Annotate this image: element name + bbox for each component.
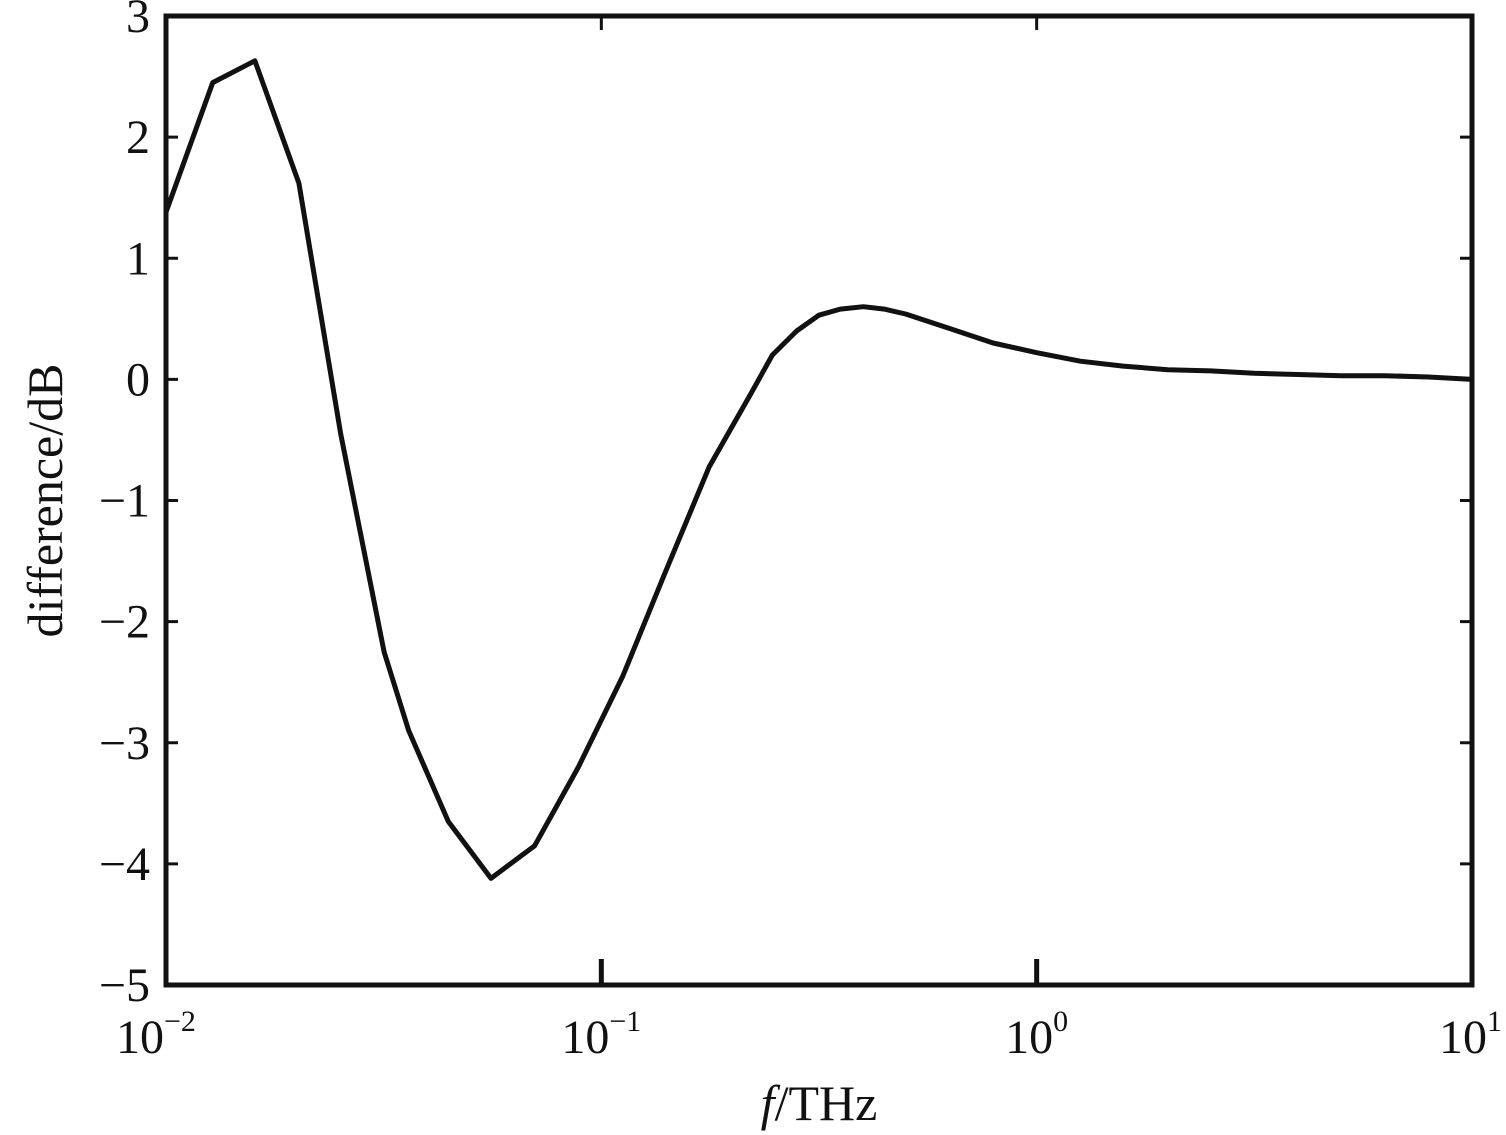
y-tick-label: −3 bbox=[99, 717, 150, 770]
series-group bbox=[163, 58, 1475, 881]
x-tick-label: 101 bbox=[1439, 1005, 1502, 1064]
x-axis-label: f/THz bbox=[761, 1075, 878, 1131]
axis-ticks bbox=[163, 14, 1475, 987]
x-tick-labels: 10−2 10−1 100 101 bbox=[116, 1005, 1502, 1064]
y-tick-label: −5 bbox=[99, 959, 150, 1012]
y-tick-label: 2 bbox=[126, 111, 150, 164]
x-tick-label: 10−1 bbox=[561, 1005, 641, 1064]
y-tick-label: 0 bbox=[126, 353, 150, 406]
plot-frame bbox=[163, 13, 1475, 988]
x-axis-label-unit: /THz bbox=[775, 1075, 878, 1131]
y-tick-label: 1 bbox=[126, 232, 150, 285]
y-tick-label: −4 bbox=[99, 838, 150, 891]
y-tick-label: 3 bbox=[126, 0, 150, 43]
y-tick-labels: 3 2 1 0 −1 −2 −3 −4 −5 bbox=[99, 0, 150, 1012]
y-axis-label: difference/dB bbox=[17, 364, 73, 638]
x-tick-label: 100 bbox=[1005, 1005, 1068, 1064]
y-tick-label: −2 bbox=[99, 596, 150, 649]
y-tick-label: −1 bbox=[99, 475, 150, 528]
x-tick-label: 10−2 bbox=[116, 1005, 196, 1064]
series-line-0 bbox=[163, 58, 1475, 881]
